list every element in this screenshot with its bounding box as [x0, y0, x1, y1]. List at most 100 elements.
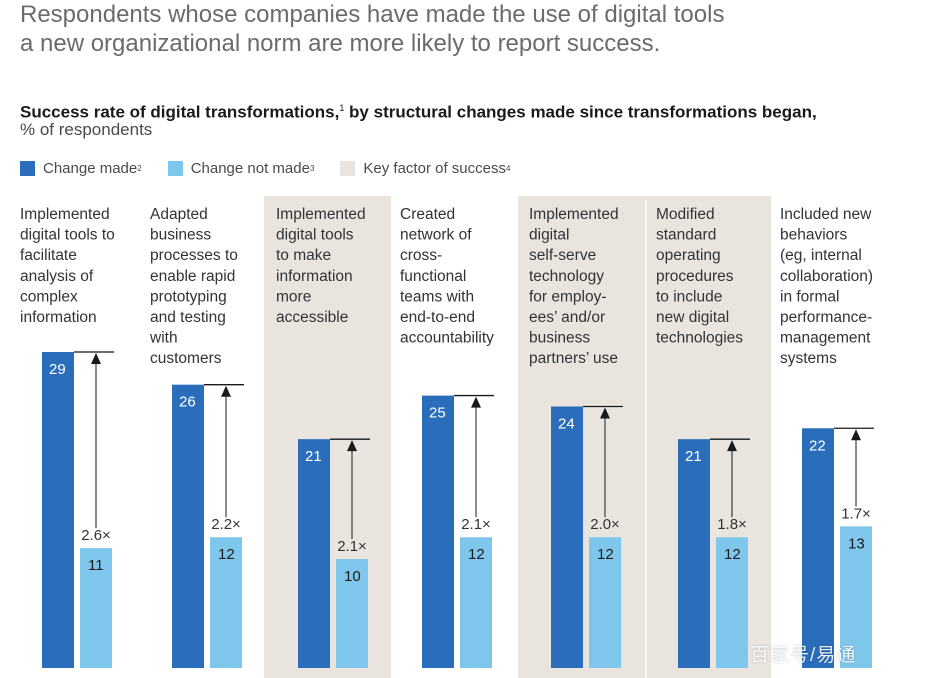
ratio-arrow-head-3	[347, 440, 357, 452]
category-label-line: accountability	[400, 330, 494, 347]
category-label-line: to make	[276, 247, 331, 264]
value-label-change-not-made-2: 12	[218, 546, 235, 563]
bar-change-not-made-3	[336, 559, 368, 668]
bar-change-not-made-4	[460, 537, 492, 668]
legend-swatch-key-factor	[340, 160, 356, 176]
ratio-arrow-head-5	[600, 407, 610, 419]
category-label-line: accessible	[276, 309, 348, 326]
legend-label-key-factor: Key factor of success	[363, 159, 506, 177]
bar-change-not-made-1	[80, 548, 112, 668]
value-label-change-made-7: 22	[809, 437, 826, 454]
category-label-line: behaviors	[780, 227, 847, 244]
category-label-line: (eg, internal	[780, 247, 862, 264]
category-label-line: performance-	[780, 309, 872, 326]
subtitle-footnote: 1	[339, 103, 345, 113]
value-label-change-made-2: 26	[179, 394, 196, 411]
value-label-change-not-made-4: 12	[468, 546, 485, 563]
value-label-change-not-made-6: 12	[724, 546, 741, 563]
value-label-change-not-made-7: 13	[848, 535, 865, 552]
bar-change-made-5	[551, 406, 583, 668]
category-label-6: Modified standard operating procedures to in…	[656, 206, 743, 347]
bar-change-made-4	[422, 395, 454, 668]
value-label-change-made-3: 21	[305, 448, 322, 465]
category-label-line: procedures	[656, 268, 734, 285]
category-label-line: ees’ and/or	[529, 309, 605, 326]
bar-change-made-7	[802, 428, 834, 668]
ratio-label-6: 1.8×	[717, 516, 747, 533]
ratio-arrow-head-1	[91, 353, 101, 364]
ratio-arrow-head-2	[221, 385, 231, 397]
category-label-line: cross-	[400, 247, 442, 264]
legend-label-change-not-made: Change not made	[190, 159, 310, 177]
ratio-arrow-head-7	[851, 429, 861, 441]
category-label-line: information	[20, 309, 97, 326]
category-label-line: customers	[150, 350, 222, 367]
category-label-4: Created network of cross-functional teams w…	[400, 206, 494, 347]
ratio-label-4: 2.1×	[461, 516, 491, 533]
category-label-line: standard	[656, 227, 716, 244]
ratio-arrow-head-6	[727, 440, 737, 452]
chart-subtitle: Success rate of digital transformations,…	[20, 97, 930, 124]
legend-swatch-change-not-made	[167, 160, 183, 176]
ratio-arrow-head-4	[471, 396, 481, 408]
value-label-change-made-1: 29	[49, 361, 66, 378]
category-label-line: and testing	[150, 309, 226, 326]
ratio-label-5: 2.0×	[590, 516, 620, 533]
bar-change-not-made-5	[589, 537, 621, 668]
category-label-line: functional	[400, 268, 466, 285]
category-label-line: to include	[656, 288, 722, 305]
category-label-line: facilitate	[20, 247, 77, 264]
subtitle-text: Success rate of digital transformations,	[20, 102, 340, 122]
category-label-line: collaboration)	[780, 268, 873, 285]
category-label-line: Adapted	[150, 206, 208, 223]
category-label-line: Implemented	[276, 206, 366, 223]
bar-change-not-made-7	[840, 526, 872, 668]
category-label-line: in formal	[780, 288, 839, 305]
value-label-change-not-made-3: 10	[344, 568, 361, 585]
category-label-line: new digital	[656, 309, 729, 326]
value-label-change-not-made-5: 12	[597, 546, 614, 563]
category-label-line: Implemented	[529, 206, 619, 223]
category-label-2: Adapted business processes to enable rapid p…	[149, 206, 238, 367]
bar-change-not-made-2	[210, 537, 242, 668]
bar-change-made-6	[678, 439, 710, 668]
category-label-line: Created	[400, 206, 455, 223]
value-label-change-made-5: 24	[558, 415, 575, 432]
category-label-7: Included new behaviors (eg, internal collab…	[780, 206, 873, 367]
value-label-change-made-4: 25	[429, 405, 446, 422]
category-label-line: technologies	[656, 330, 743, 347]
legend-label-change-made: Change made	[43, 159, 138, 177]
legend-footnote-change-not-made: 3	[309, 163, 315, 173]
ratio-label-7: 1.7×	[841, 505, 871, 522]
category-label-line: for employ-	[529, 288, 607, 305]
category-label-line: processes to	[150, 247, 238, 264]
chart-unit: % of respondents	[20, 120, 153, 139]
category-label-line: technology	[529, 268, 604, 285]
legend-item-change-not-made: Change not made 3	[167, 159, 315, 177]
headline-line-1: Respondents whose companies have made th…	[20, 1, 725, 28]
category-label-line: analysis of	[20, 268, 94, 285]
value-label-change-not-made-1: 11	[88, 557, 104, 574]
category-label-1: Implemented digital tools to facilitate ana…	[20, 206, 115, 326]
category-label-line: Included new	[780, 206, 872, 223]
category-label-line: management	[780, 330, 871, 347]
category-label-line: business	[529, 330, 590, 347]
legend-footnote-key-factor: 4	[505, 163, 511, 173]
legend-swatch-change-made	[20, 160, 35, 176]
legend-footnote-change-made: 2	[137, 163, 142, 173]
bar-change-made-1	[42, 352, 74, 668]
headline-line-2: a new organizational norm are more likel…	[20, 30, 661, 57]
category-label-line: complex	[20, 288, 78, 305]
category-label-line: with	[149, 330, 178, 347]
category-label-5: Implemented digital self-serve technology fo…	[529, 206, 619, 367]
ratio-label-3: 2.1×	[337, 538, 367, 555]
bar-change-made-3	[298, 439, 330, 668]
category-label-line: partners’ use	[529, 350, 618, 367]
category-label-line: digital	[529, 227, 570, 244]
category-label-line: business	[150, 227, 211, 244]
category-label-line: systems	[780, 350, 837, 367]
category-label-line: prototyping	[150, 288, 227, 305]
watermark: 百家号/易通	[750, 645, 857, 666]
legend: Change made 2 Change not made 3 Key factor…	[20, 157, 536, 179]
